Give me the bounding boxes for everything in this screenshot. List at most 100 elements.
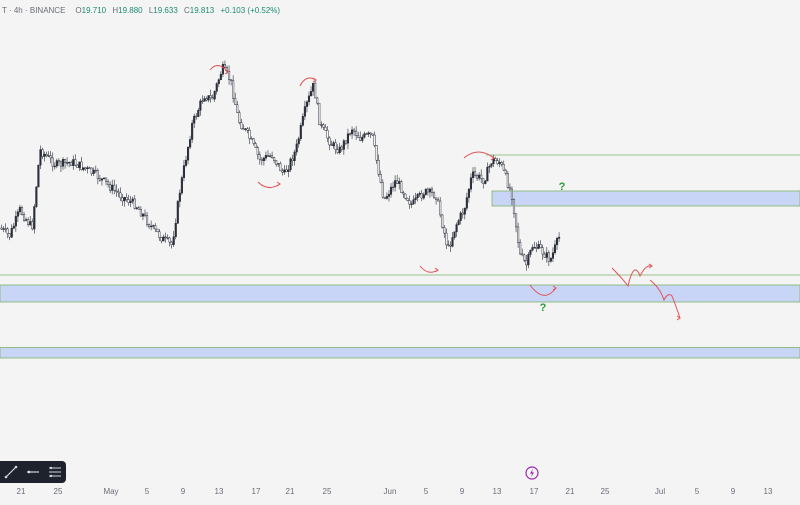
ohlc-values: O19.710 H19.880 L19.633 C19.813 +0.103 (… <box>75 5 281 15</box>
candle <box>176 201 179 224</box>
x-tick-label: 9 <box>460 487 465 496</box>
candle <box>250 138 253 140</box>
candle <box>14 216 17 227</box>
candle <box>365 133 368 135</box>
close-value: 19.813 <box>189 5 215 15</box>
candle <box>551 252 555 259</box>
candle <box>394 180 397 188</box>
multi-line-button[interactable] <box>47 464 63 480</box>
candle <box>396 180 399 184</box>
annotation-arrow[interactable] <box>209 65 229 73</box>
candle <box>410 203 413 206</box>
x-tick-label: 21 <box>17 487 26 496</box>
lower-zone[interactable] <box>0 347 800 359</box>
candle <box>357 135 360 138</box>
arrow-head <box>312 77 317 83</box>
candle <box>435 197 438 200</box>
x-tick-label: 13 <box>493 487 502 496</box>
candle <box>289 158 292 171</box>
candle <box>385 196 388 199</box>
x-tick-label: May <box>103 487 118 496</box>
candle <box>12 225 15 229</box>
candle <box>129 200 132 203</box>
candle <box>254 143 257 148</box>
symbol-label: T · 4h · BINANCE <box>2 5 66 15</box>
horizontal-ray-button[interactable] <box>25 464 41 480</box>
annotation-arrow[interactable] <box>463 151 495 159</box>
candle <box>37 164 40 188</box>
candle <box>420 192 423 199</box>
candle <box>195 115 198 118</box>
trend-line-button[interactable] <box>3 464 19 480</box>
candle <box>244 128 247 130</box>
question-annotation[interactable]: ? <box>559 181 566 193</box>
candle <box>371 133 374 136</box>
arrow-head <box>676 315 681 321</box>
x-tick-label: 9 <box>181 487 186 496</box>
middle-zone[interactable] <box>0 284 800 303</box>
open-value: 19.710 <box>81 5 107 15</box>
candle <box>223 64 226 68</box>
candle <box>80 161 83 170</box>
candle <box>182 165 185 178</box>
candle <box>402 192 405 195</box>
question-annotation[interactable]: ? <box>540 302 547 314</box>
candle <box>408 200 411 205</box>
candle <box>490 163 493 167</box>
candle <box>543 253 546 258</box>
annotation-arrow[interactable] <box>529 284 557 296</box>
candle <box>82 167 85 170</box>
x-tick-label: 25 <box>54 487 63 496</box>
candle <box>41 149 44 157</box>
x-tick-label: 13 <box>764 487 773 496</box>
candle <box>344 140 347 144</box>
candle <box>0 227 3 230</box>
candle <box>445 232 448 246</box>
candle <box>533 247 536 249</box>
candle <box>166 237 169 239</box>
upper-zone[interactable] <box>491 190 800 207</box>
candle <box>217 79 220 84</box>
arrow-head <box>648 263 653 269</box>
candle <box>152 225 155 227</box>
candle <box>558 236 561 239</box>
candle <box>109 184 112 191</box>
candle <box>111 184 114 191</box>
candle <box>178 192 181 202</box>
candle <box>379 174 382 183</box>
annotation-arrow[interactable] <box>257 181 281 188</box>
candle <box>346 133 349 144</box>
symbol-legend: T · 4h · BINANCE O19.710 H19.880 L19.633… <box>0 4 284 16</box>
candle <box>33 206 36 230</box>
candle <box>449 244 452 247</box>
candle <box>377 160 380 175</box>
candle <box>457 220 460 225</box>
candle <box>461 212 464 215</box>
candle <box>57 160 60 163</box>
candle <box>556 238 559 246</box>
candle <box>310 91 313 97</box>
candle <box>459 212 462 221</box>
candle <box>170 241 173 245</box>
annotation-arrow[interactable] <box>611 265 653 288</box>
zones-layer <box>0 154 800 359</box>
annotation-arrow[interactable] <box>649 279 681 319</box>
candle <box>209 95 212 98</box>
candle <box>322 124 325 128</box>
candle <box>480 174 483 179</box>
candle <box>47 155 50 157</box>
candle <box>301 116 304 126</box>
candle <box>500 162 503 165</box>
candle <box>139 209 142 217</box>
candle <box>117 191 120 194</box>
x-tick-label: 17 <box>252 487 261 496</box>
candle <box>70 162 73 166</box>
candle <box>342 140 345 150</box>
x-tick-label: 5 <box>424 487 429 496</box>
candle <box>252 138 255 144</box>
replay-button[interactable] <box>525 466 539 480</box>
candle <box>248 129 251 139</box>
candle <box>293 151 296 161</box>
